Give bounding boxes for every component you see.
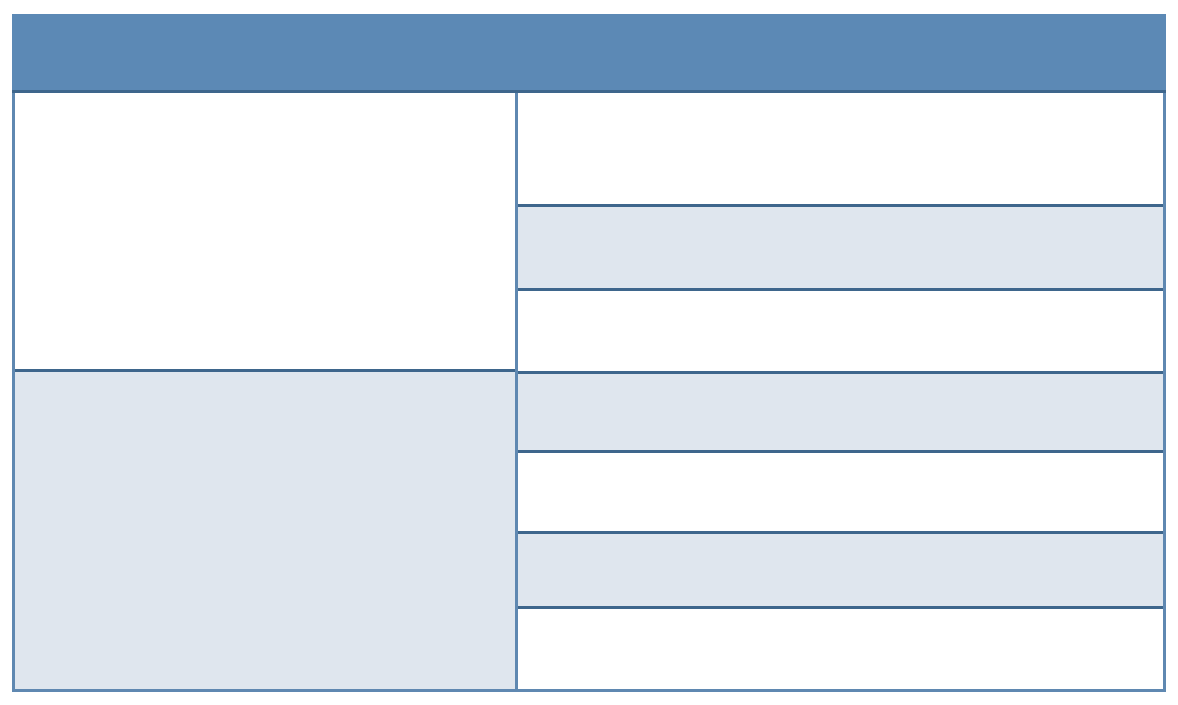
left-column-cell-2[interactable] [15,372,515,689]
right-column-row-5[interactable] [518,450,1163,531]
table-body [12,93,1166,692]
right-column-row-6[interactable] [518,531,1163,606]
table-right-column [518,93,1163,689]
right-column-row-7[interactable] [518,606,1163,689]
right-column-row-4[interactable] [518,371,1163,450]
table-header-cell[interactable] [12,14,1166,93]
banded-table [12,14,1166,692]
left-column-cell-1[interactable] [15,93,515,372]
right-column-row-1[interactable] [518,93,1163,204]
right-column-row-3[interactable] [518,288,1163,371]
table-left-column [15,93,518,689]
right-column-row-2[interactable] [518,204,1163,288]
